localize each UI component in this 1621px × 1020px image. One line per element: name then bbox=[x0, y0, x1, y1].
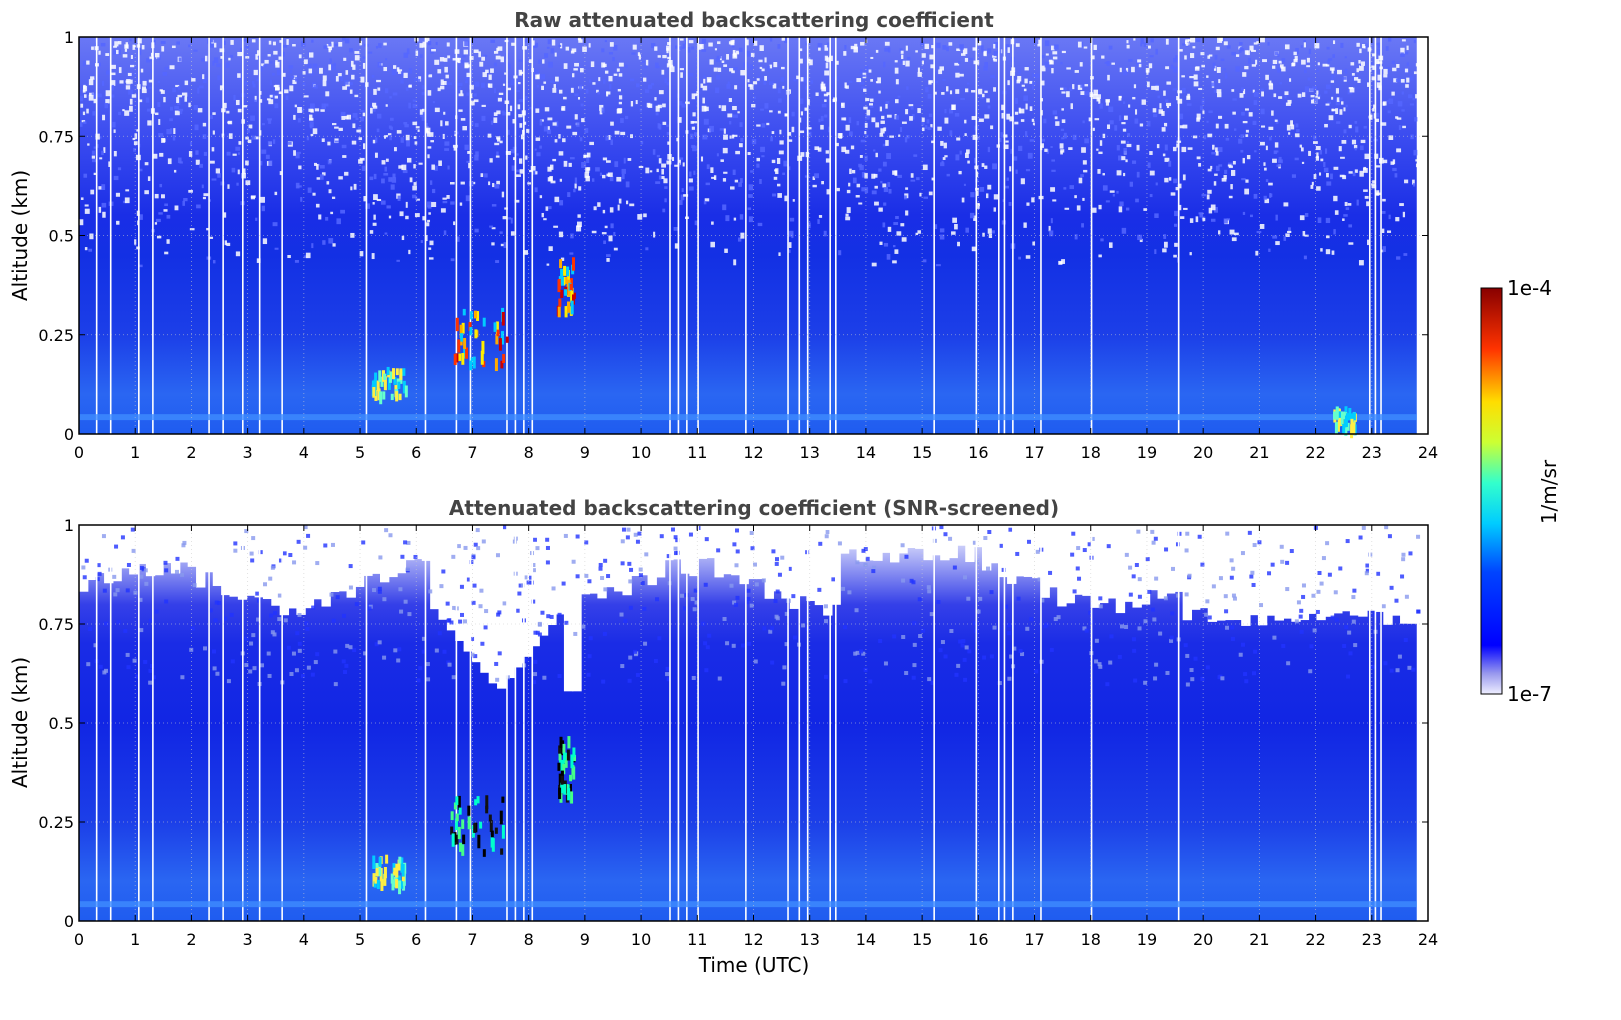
bottom-x-tick-label-16: 16 bbox=[968, 930, 988, 949]
top-feature-0 bbox=[453, 307, 509, 372]
bottom-x-tick-label-7: 7 bbox=[467, 930, 477, 949]
bottom-feature-1 bbox=[557, 736, 577, 804]
bottom-x-tick-label-8: 8 bbox=[524, 930, 534, 949]
top-x-tick-label-23: 23 bbox=[1362, 443, 1382, 462]
bottom-x-tick-label-0: 0 bbox=[74, 930, 84, 949]
bottom-x-tick-label-6: 6 bbox=[411, 930, 421, 949]
bottom-y-tick-label-3: 0.75 bbox=[38, 615, 74, 634]
bottom-y-tick-label-2: 0.5 bbox=[49, 714, 74, 733]
top-y-tick-label-1: 0.25 bbox=[38, 326, 74, 345]
bottom-x-tick-label-17: 17 bbox=[1024, 930, 1044, 949]
bottom-y-tick-label-1: 0.25 bbox=[38, 813, 74, 832]
bottom-x-tick-label-19: 19 bbox=[1137, 930, 1157, 949]
top-x-tick-label-15: 15 bbox=[912, 443, 932, 462]
bottom-x-tick-label-10: 10 bbox=[631, 930, 651, 949]
top-x-tick-label-7: 7 bbox=[467, 443, 477, 462]
top-feature-1 bbox=[556, 257, 576, 318]
top-x-tick-label-14: 14 bbox=[856, 443, 876, 462]
bottom-x-tick-label-2: 2 bbox=[186, 930, 196, 949]
bottom-x-tick-label-5: 5 bbox=[355, 930, 365, 949]
bottom-x-tick-label-21: 21 bbox=[1249, 930, 1269, 949]
top-x-tick-label-24: 24 bbox=[1418, 443, 1438, 462]
top-x-tick-label-3: 3 bbox=[243, 443, 253, 462]
bottom-x-tick-label-11: 11 bbox=[687, 930, 707, 949]
top-x-tick-label-4: 4 bbox=[299, 443, 309, 462]
top-x-tick-label-21: 21 bbox=[1249, 443, 1269, 462]
bottom-chart-title: Attenuated backscattering coefficient (S… bbox=[448, 496, 1060, 520]
top-x-tick-label-17: 17 bbox=[1024, 443, 1044, 462]
top-gridlines bbox=[79, 37, 1428, 434]
top-x-tick-label-22: 22 bbox=[1305, 443, 1325, 462]
colorbar-min-label: 1e-7 bbox=[1507, 682, 1552, 706]
top-y-tick-label-0: 0 bbox=[64, 425, 74, 444]
bottom-x-tick-label-3: 3 bbox=[243, 930, 253, 949]
top-panel: 0 1 2 3 4 5 6 7 8 9 10 11 12 13 14 15 16 17 18 19 20 21 22 23 24… bbox=[38, 28, 1438, 462]
bottom-feature-0 bbox=[450, 795, 505, 857]
top-x-tick-label-2: 2 bbox=[186, 443, 196, 462]
top-x-tick-label-0: 0 bbox=[74, 443, 84, 462]
bottom-x-tick-label-1: 1 bbox=[130, 930, 140, 949]
colorbar-max-label: 1e-4 bbox=[1507, 276, 1552, 300]
top-y-tick-label-2: 0.5 bbox=[49, 227, 74, 246]
bottom-feature-2 bbox=[372, 854, 407, 895]
colorbar bbox=[1480, 287, 1503, 695]
bottom-x-tick-label-14: 14 bbox=[856, 930, 876, 949]
top-x-tick-label-9: 9 bbox=[580, 443, 590, 462]
top-chart-title: Raw attenuated backscattering coefficien… bbox=[514, 8, 994, 32]
bottom-x-tick-label-15: 15 bbox=[912, 930, 932, 949]
top-x-tick-label-19: 19 bbox=[1137, 443, 1157, 462]
top-x-tick-label-20: 20 bbox=[1193, 443, 1213, 462]
top-x-tick-label-12: 12 bbox=[743, 443, 763, 462]
bottom-x-tick-label-18: 18 bbox=[1081, 930, 1101, 949]
top-x-tick-label-8: 8 bbox=[524, 443, 534, 462]
bottom-y-tick-label-0: 0 bbox=[64, 912, 74, 931]
bottom-y-tick-label-4: 1 bbox=[64, 516, 74, 535]
top-x-tick-label-18: 18 bbox=[1081, 443, 1101, 462]
bottom-x-tick-label-9: 9 bbox=[580, 930, 590, 949]
bottom-panel: 0 1 2 3 4 5 6 7 8 9 10 11 12 13 14 15 16 17 18 19 20 21 22 23 24… bbox=[38, 516, 1438, 949]
bottom-gridlines bbox=[79, 525, 1428, 921]
bottom-x-tick-label-24: 24 bbox=[1418, 930, 1438, 949]
top-x-tick-label-5: 5 bbox=[355, 443, 365, 462]
top-x-tick-label-1: 1 bbox=[130, 443, 140, 462]
top-x-tick-label-6: 6 bbox=[411, 443, 421, 462]
top-feature-3 bbox=[1333, 406, 1357, 439]
top-x-tick-label-10: 10 bbox=[631, 443, 651, 462]
bottom-x-axis-label: Time (UTC) bbox=[698, 953, 810, 977]
bottom-x-tick-label-13: 13 bbox=[800, 930, 820, 949]
top-y-tick-label-4: 1 bbox=[64, 28, 74, 47]
top-x-tick-label-11: 11 bbox=[687, 443, 707, 462]
top-x-tick-label-16: 16 bbox=[968, 443, 988, 462]
top-feature-2 bbox=[371, 366, 408, 405]
bottom-x-tick-label-22: 22 bbox=[1305, 930, 1325, 949]
bottom-x-tick-label-23: 23 bbox=[1362, 930, 1382, 949]
top-x-tick-label-13: 13 bbox=[800, 443, 820, 462]
bottom-x-tick-label-4: 4 bbox=[299, 930, 309, 949]
bottom-x-tick-label-12: 12 bbox=[743, 930, 763, 949]
top-y-tick-label-3: 0.75 bbox=[38, 127, 74, 146]
bottom-x-tick-label-20: 20 bbox=[1193, 930, 1213, 949]
